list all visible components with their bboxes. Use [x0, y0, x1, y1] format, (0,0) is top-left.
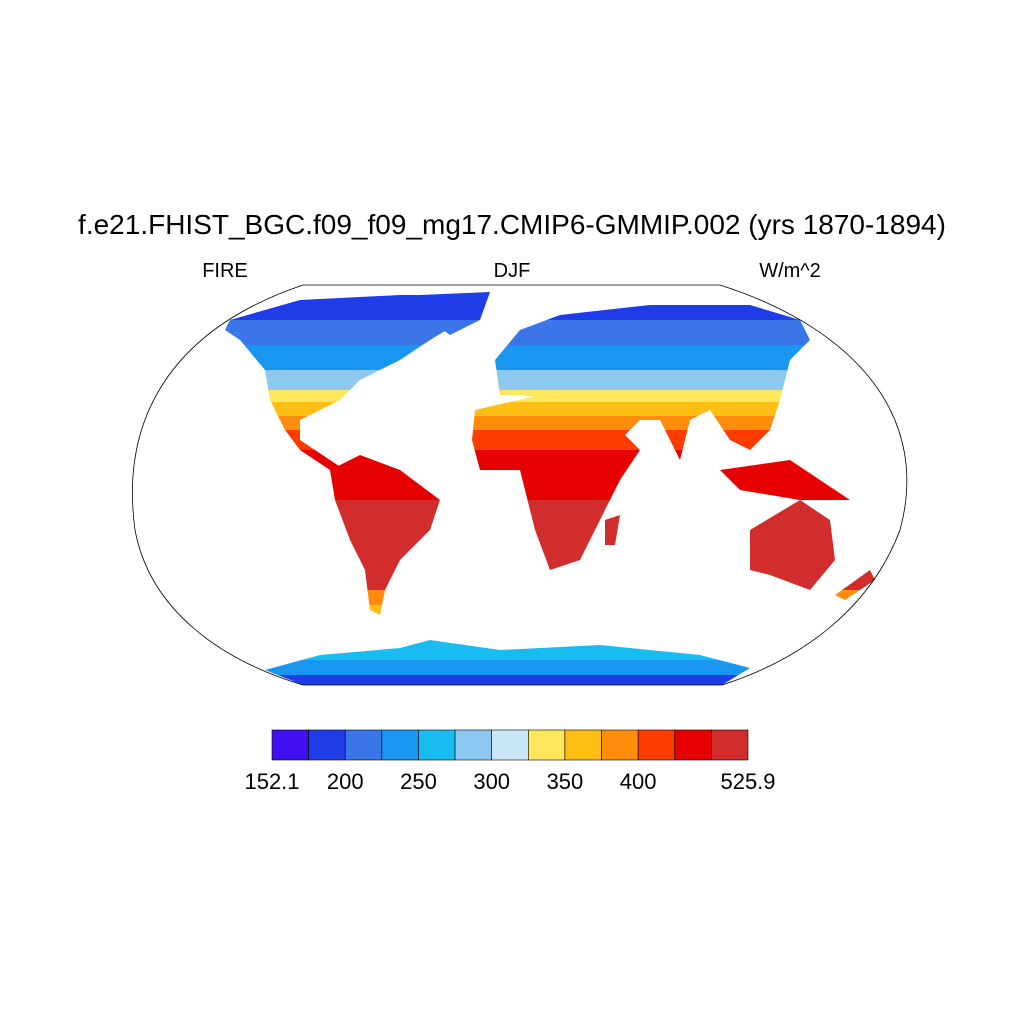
colorbar-box [564, 729, 602, 761]
subtitle-right: W/m^2 [759, 260, 821, 282]
colorbar-label: 152.1 [244, 769, 299, 794]
colorbar-box [674, 729, 712, 761]
colorbar-label: 400 [620, 769, 657, 794]
colorbar-box [454, 729, 492, 761]
colorbar-box [308, 729, 346, 761]
title: f.e21.FHIST_BGC.f09_f09_mg17.CMIP6-GMMIP… [78, 209, 946, 240]
subtitle-center: DJF [494, 260, 531, 282]
colorbar: 152.1 200 250 300 350 400 525.9 [244, 729, 776, 794]
colorbar-box [418, 729, 456, 761]
colorbar-label: 350 [547, 769, 584, 794]
colorbar-label: 200 [327, 769, 364, 794]
colorbar-box [528, 729, 566, 761]
colorbar-label: 525.9 [720, 769, 775, 794]
colorbar-box [344, 729, 383, 761]
colorbar-box [381, 729, 419, 761]
colorbar-box [491, 729, 529, 761]
colorbar-box [271, 729, 309, 761]
subtitle-left: FIRE [202, 260, 248, 282]
colorbar-box [637, 729, 676, 761]
colorbar-label: 300 [473, 769, 510, 794]
colorbar-box [711, 729, 749, 761]
land-field [225, 292, 875, 685]
colorbar-label: 250 [400, 769, 437, 794]
map-outline [132, 284, 908, 686]
colorbar-box [601, 729, 639, 761]
